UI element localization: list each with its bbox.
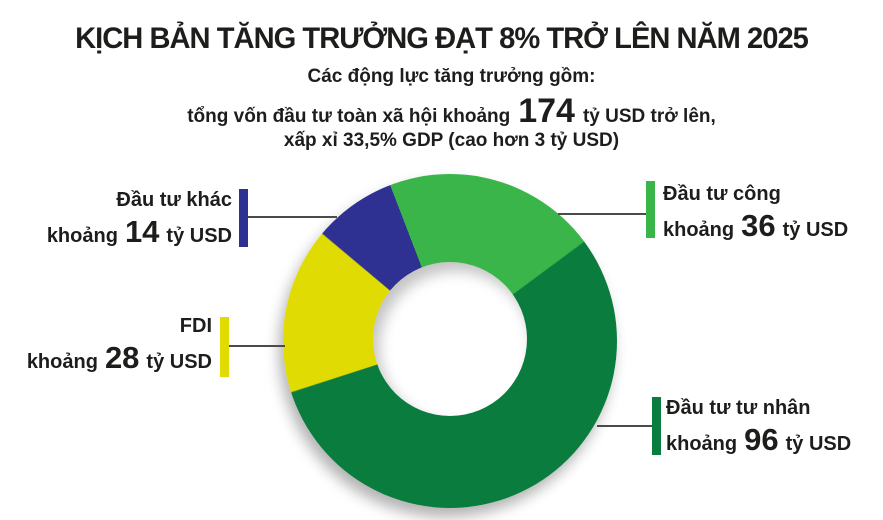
connector-line-dau-tu-khac	[248, 216, 337, 218]
amount-value: 36	[741, 208, 776, 243]
total-investment-suffix: tỷ USD trở lên,	[582, 106, 716, 127]
legend-amount: khoảng 14 tỷ USD	[47, 215, 232, 253]
amount-qualifier: khoảng	[663, 219, 735, 241]
donut-chart	[283, 174, 617, 508]
connector-line-fdi	[229, 345, 285, 347]
legend-dau-tu-tu-nhan: Đầu tư tư nhân khoảng 96 tỷ USD	[666, 396, 851, 461]
legend-dau-tu-cong: Đầu tư công khoảng 36 tỷ USD	[663, 182, 848, 247]
amount-unit: tỷ USD	[166, 225, 232, 247]
legend-swatch-dau-tu-khac	[239, 189, 248, 247]
legend-dau-tu-khac: Đầu tư khác khoảng 14 tỷ USD	[47, 188, 232, 253]
legend-label: Đầu tư khác	[116, 189, 232, 211]
page-title: KỊCH BẢN TĂNG TRƯỞNG ĐẠT 8% TRỞ LÊN NĂM …	[75, 22, 809, 55]
legend-fdi: FDI khoảng 28 tỷ USD	[27, 314, 212, 379]
legend-swatch-fdi	[220, 317, 229, 377]
amount-value: 14	[124, 214, 160, 249]
connector-line-dau-tu-cong	[558, 213, 646, 215]
amount-unit: tỷ USD	[785, 433, 852, 455]
amount-qualifier: khoảng	[666, 433, 738, 455]
amount-value: 28	[104, 340, 140, 375]
connector-line-dau-tu-tu-nhan	[597, 425, 652, 427]
amount-qualifier: khoảng	[46, 225, 118, 247]
amount-qualifier: khoảng	[26, 351, 98, 373]
amount-unit: tỷ USD	[146, 351, 212, 373]
legend-amount: khoảng 96 tỷ USD	[666, 423, 851, 461]
amount-value: 96	[744, 422, 779, 457]
legend-label: Đầu tư tư nhân	[666, 397, 811, 419]
legend-amount: khoảng 36 tỷ USD	[663, 209, 848, 247]
total-investment-line: tổng vốn đầu tư toàn xã hội khoảng 174 t…	[20, 93, 883, 135]
legend-swatch-dau-tu-cong	[646, 181, 655, 238]
subtitle: Các động lực tăng trưởng gồm:	[307, 66, 596, 87]
legend-amount: khoảng 28 tỷ USD	[27, 341, 212, 379]
donut-hole	[373, 262, 527, 416]
total-investment-value: 174	[518, 92, 575, 130]
legend-swatch-dau-tu-tu-nhan	[652, 397, 661, 455]
legend-label: Đầu tư công	[663, 183, 781, 205]
gdp-ratio-line: xấp xỉ 33,5% GDP (cao hơn 3 tỷ USD)	[283, 130, 620, 151]
total-investment-prefix: tổng vốn đầu tư toàn xã hội khoảng	[187, 106, 511, 127]
amount-unit: tỷ USD	[782, 219, 849, 241]
legend-label: FDI	[179, 315, 212, 337]
